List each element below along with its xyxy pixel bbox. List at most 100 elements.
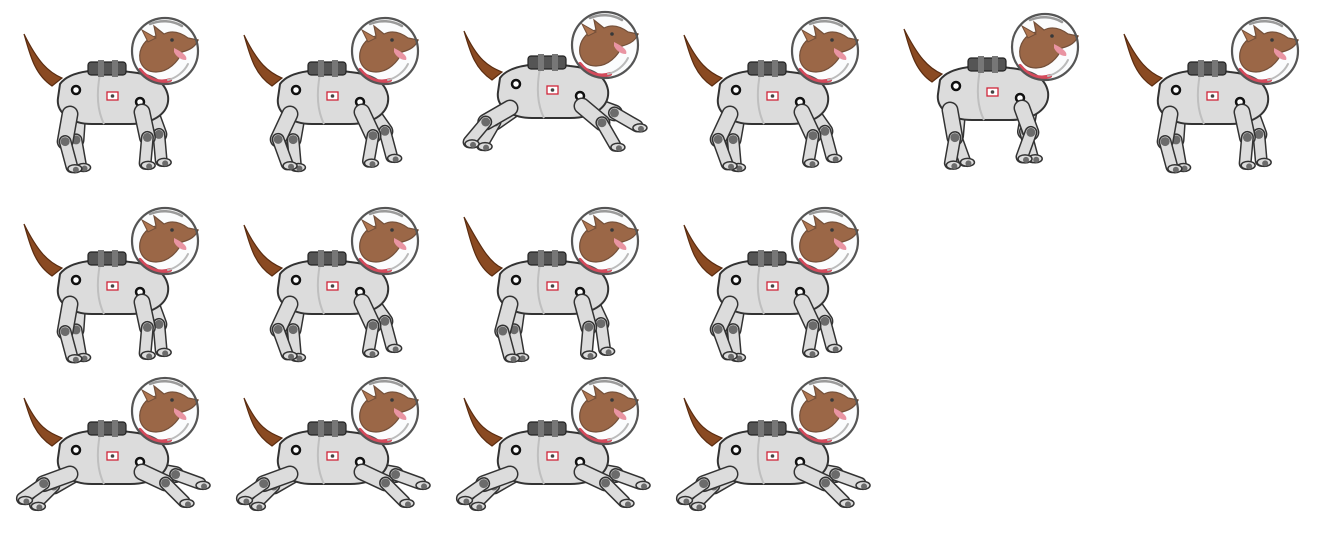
- sprite-frame-svg: [15, 376, 211, 512]
- hip-joint: [290, 444, 302, 456]
- oxygen-tank-icon: [87, 60, 127, 77]
- oxygen-tank-icon: [87, 420, 127, 437]
- space-dog-icon: [683, 16, 860, 173]
- dog-head: [579, 18, 639, 67]
- front-leg-near: [573, 97, 626, 152]
- suit-seam: [756, 433, 765, 485]
- suit-patch-icon: [106, 91, 119, 101]
- back-leg-near: [709, 295, 739, 361]
- dog-head: [139, 384, 199, 433]
- hip-joint: [510, 444, 522, 456]
- sprite-frame-trot-3: [440, 190, 660, 370]
- tail: [683, 224, 724, 277]
- hip-joint: [730, 274, 742, 286]
- tail: [1123, 33, 1164, 87]
- suit-patch-icon: [326, 281, 339, 291]
- front-leg-near: [353, 463, 415, 509]
- front-leg-near: [353, 293, 382, 358]
- sprite-frame-svg: [243, 16, 420, 173]
- sprite-frame-svg: [1123, 16, 1300, 174]
- back-leg-near: [56, 105, 83, 174]
- hip-joint: [290, 274, 302, 286]
- helmet-bubble-icon: [790, 376, 860, 446]
- oxygen-tank-icon: [307, 60, 347, 77]
- sprite-frame-svg: [683, 206, 860, 363]
- hip-joint: [510, 274, 522, 286]
- front-leg-near: [793, 103, 822, 168]
- sprite-frame-trot-1: [0, 190, 220, 370]
- oxygen-tank-icon: [747, 60, 787, 77]
- back-leg-near: [462, 99, 519, 149]
- front-leg-near: [133, 293, 156, 361]
- suit-patch-icon: [106, 281, 119, 291]
- back-leg-near: [494, 295, 521, 363]
- sprite-frame-walk-4: [660, 0, 880, 180]
- dog-head: [359, 214, 419, 263]
- sprite-frame-walk-2: [220, 0, 440, 180]
- dog-head: [359, 384, 419, 433]
- helmet-bubble-icon: [350, 376, 420, 446]
- sprite-frame-gallop-4: [660, 370, 880, 550]
- helmet-bubble-icon: [130, 376, 200, 446]
- sprite-frame-svg: [683, 16, 860, 173]
- hip-joint: [510, 78, 522, 90]
- front-leg-near: [1233, 103, 1256, 171]
- dog-head: [799, 214, 859, 263]
- space-dog-icon: [675, 376, 871, 512]
- hip-joint: [950, 80, 962, 92]
- front-leg-near: [793, 293, 822, 358]
- helmet-bubble-icon: [350, 206, 420, 276]
- front-leg-near: [573, 463, 635, 509]
- dog-head: [1019, 20, 1079, 69]
- sprite-frame-walk-5: [880, 0, 1100, 180]
- tail: [23, 33, 64, 87]
- dog-head: [579, 214, 639, 263]
- suit-patch-icon: [546, 451, 559, 461]
- helmet-bubble-icon: [130, 206, 200, 276]
- front-leg-near: [793, 463, 855, 509]
- dog-head: [139, 24, 199, 73]
- space-dog-icon: [455, 376, 651, 512]
- dog-head: [139, 214, 199, 263]
- sprite-frame-svg: [675, 376, 871, 512]
- hip-joint: [70, 274, 82, 286]
- suit-seam: [316, 263, 325, 315]
- sprite-frame-walk-3: [440, 0, 660, 180]
- space-dog-icon: [903, 12, 1080, 170]
- oxygen-tank-icon: [307, 250, 347, 267]
- suit-seam: [756, 73, 765, 125]
- space-dog-icon: [15, 376, 211, 512]
- tail: [243, 34, 284, 87]
- sprite-frame-trot-2: [220, 190, 440, 370]
- suit-patch-icon: [1206, 91, 1219, 101]
- tail: [463, 216, 504, 277]
- helmet-bubble-icon: [570, 10, 640, 80]
- tail: [243, 397, 284, 447]
- sprite-frame-svg: [455, 376, 651, 512]
- suit-seam: [96, 433, 105, 485]
- suit-seam: [96, 263, 105, 315]
- tail: [463, 30, 504, 81]
- space-dog-icon: [243, 16, 420, 173]
- sprite-frame-walk-1: [0, 0, 220, 180]
- sprite-frame-gallop-3: [440, 370, 660, 550]
- space-dog-icon: [243, 206, 420, 363]
- oxygen-tank-icon: [527, 250, 567, 267]
- oxygen-tank-icon: [747, 420, 787, 437]
- suit-seam: [536, 263, 545, 315]
- sprite-frame-trot-4: [660, 190, 880, 370]
- suit-seam: [756, 263, 765, 315]
- suit-seam: [976, 69, 985, 121]
- tail: [243, 224, 284, 277]
- sprite-frame-svg: [462, 10, 648, 152]
- suit-patch-icon: [106, 451, 119, 461]
- suit-patch-icon: [326, 91, 339, 101]
- helmet-bubble-icon: [1230, 16, 1300, 86]
- suit-seam: [536, 67, 545, 119]
- back-leg-near: [269, 295, 299, 361]
- suit-seam: [316, 433, 325, 485]
- sprite-frame-svg: [903, 12, 1080, 170]
- suit-patch-icon: [986, 87, 999, 97]
- dog-head: [1239, 24, 1299, 73]
- sprite-frame-gallop-1: [0, 370, 220, 550]
